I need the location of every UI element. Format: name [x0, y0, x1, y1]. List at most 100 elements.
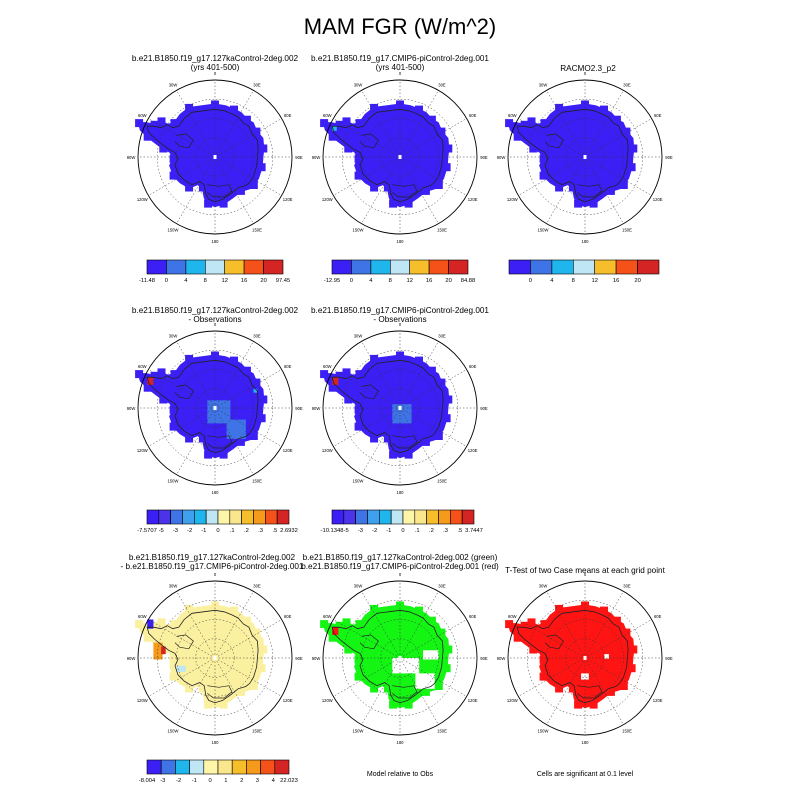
colorbar-tick-label: 1: [224, 778, 227, 784]
map-border: [322, 580, 478, 736]
lon-tick-label: 30E: [253, 583, 261, 588]
grid-cell: [342, 618, 351, 627]
colorbar-swatch: [158, 509, 171, 525]
colorbar-swatch: [572, 259, 595, 275]
colorbar-swatch: [402, 509, 416, 525]
meridian-line: [546, 156, 586, 224]
meridian-line: [399, 657, 467, 697]
colorbar-tick-label: 3: [256, 778, 259, 784]
latitude-circle: [565, 638, 605, 678]
grid-cell: [555, 103, 564, 112]
grid-cell: [354, 154, 363, 163]
colorbar-swatch: [146, 259, 167, 275]
meridian-line: [176, 156, 216, 224]
grid-cell: [257, 414, 266, 423]
grid-cell: [574, 199, 583, 208]
lon-tick-label: 90E: [295, 155, 303, 160]
grid-cell: [219, 450, 228, 459]
colorbar-swatch: [166, 259, 187, 275]
meridian-line: [333, 369, 401, 409]
note-significance: Cells are significant at 0.1 level: [536, 771, 634, 778]
meridian-line: [584, 657, 652, 697]
colorbar-swatch: [414, 509, 427, 525]
meridian-line: [518, 156, 586, 196]
grid-cell: [540, 119, 549, 128]
grid-cell: [230, 105, 238, 114]
grid-cell: [242, 366, 251, 375]
lon-tick-label: 90E: [295, 406, 303, 411]
pole-marker: [583, 155, 587, 159]
grid-cell: [150, 120, 159, 129]
pole-marker: [398, 656, 402, 660]
grid-cell: [204, 450, 213, 459]
grid-cell: [539, 171, 548, 180]
grid-cell: [513, 132, 522, 141]
grid-cell: [236, 687, 245, 696]
colorbar-tick-label: 16: [426, 278, 432, 284]
meridian-line: [214, 657, 254, 725]
colorbar-tick-label: 4: [272, 778, 276, 784]
coastline: [146, 609, 259, 704]
coastline: [516, 108, 629, 203]
meridian-line: [399, 619, 467, 659]
lon-tick-label: 120E: [283, 197, 293, 202]
ross-ice-shelf: [392, 685, 418, 699]
meridian-line: [176, 341, 216, 409]
colorbar-tick-label: .1: [230, 528, 235, 534]
field-patch: [332, 377, 339, 385]
colorbar-swatch: [508, 259, 531, 275]
lon-tick-label: 90E: [295, 656, 303, 661]
grid-cell: [370, 183, 379, 192]
note-model-relative: Model relative to Obs: [366, 771, 434, 778]
meridian-line: [361, 90, 401, 158]
meridian-line: [399, 118, 467, 158]
grid-cell: [622, 127, 631, 136]
colorbar-swatch: [263, 259, 284, 275]
grid-cell: [505, 620, 514, 629]
colorbar-swatch: [205, 259, 226, 275]
lon-tick-label: 30E: [623, 82, 631, 87]
grid-cell: [606, 186, 615, 195]
meridian-line: [214, 156, 282, 196]
grid-cell: [444, 645, 453, 654]
pole-marker: [213, 656, 217, 660]
polar-map-7: 0 30E 60E 90E 120E 150E 180 150W 120W 90W 60W 30W: [312, 572, 488, 745]
coastline: [146, 359, 259, 454]
colorbar-tick-label: 4: [184, 278, 188, 284]
lon-tick-label: 0: [399, 71, 402, 76]
grid-cell: [320, 370, 329, 379]
ronne-ice-shelf: [544, 634, 564, 650]
latitude-circle: [565, 137, 605, 177]
meridian-line: [214, 657, 282, 697]
grid-cell: [185, 684, 194, 693]
latitude-circle: [156, 599, 274, 717]
lon-tick-label: 90W: [497, 155, 506, 160]
field-patch: [415, 673, 435, 689]
grid-cell: [434, 181, 443, 189]
grid-cell: [442, 414, 451, 423]
map-border: [137, 79, 293, 235]
grid-cell: [204, 700, 213, 709]
polar-map-5: 0 30E 60E 90E 120E 150E 180 150W 120W 90W 60W 30W: [312, 322, 488, 495]
latitude-circle: [341, 98, 459, 216]
grid-cell: [169, 405, 178, 414]
ross-ice-shelf: [392, 184, 418, 198]
colorbar-swatch: [217, 759, 233, 775]
grid-cell: [219, 700, 228, 709]
ronne-ice-shelf: [359, 634, 379, 650]
grid-cell: [427, 366, 436, 375]
grid-cell: [252, 628, 261, 637]
lon-tick-label: 0: [214, 322, 217, 327]
colorbar-tick-label: 16: [613, 278, 619, 284]
grid-cell: [185, 604, 194, 613]
colorbar-swatch: [170, 509, 183, 525]
grid-cell: [249, 682, 258, 690]
colorbar-swatch: [449, 509, 463, 525]
ronne-ice-shelf: [359, 133, 379, 149]
meridian-line: [399, 90, 439, 158]
grid-cell: [342, 368, 351, 377]
panel-title-1-line-2: (yrs 401-500): [190, 63, 240, 72]
colorbar-tick-label: .3: [258, 528, 263, 534]
colorbar-swatch: [389, 259, 410, 275]
colorbar-1: -11.48 0 4 8 12 16 20 97.45: [139, 259, 290, 284]
